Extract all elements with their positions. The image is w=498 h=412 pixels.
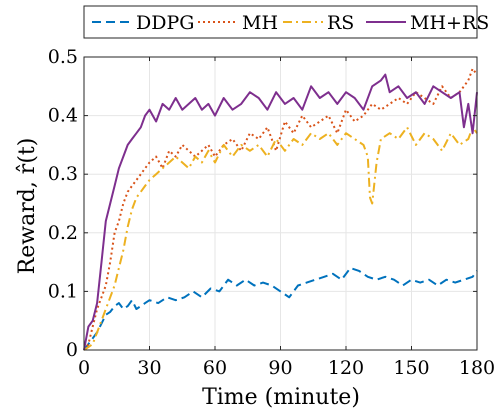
y-tick-label: 0.4	[48, 105, 78, 127]
y-tick-label: 0.3	[48, 163, 78, 185]
series-lines	[83, 67, 478, 351]
x-tick-label: 90	[268, 357, 292, 379]
x-tick-label: 180	[459, 357, 495, 379]
legend-label: DDPG	[136, 12, 194, 34]
y-axis-label: Reward, r̂(t)	[15, 138, 40, 275]
x-axis-label: Time (minute)	[202, 385, 360, 410]
axis-ticks: 0 30 60 90 120 150 180 0 0.1 0.2 0.3 0.4 0.5	[48, 46, 495, 379]
grid-lines	[83, 56, 478, 351]
y-tick-label: 0	[66, 339, 78, 361]
legend-label: RS	[327, 12, 354, 34]
series-line-ddpg	[83, 267, 478, 351]
x-tick-label: 30	[137, 357, 161, 379]
legend: DDPG MH RS MH+RS	[83, 5, 489, 39]
x-tick-label: 120	[328, 357, 364, 379]
x-tick-label: 150	[393, 357, 429, 379]
y-tick-label: 0.2	[48, 222, 78, 244]
x-tick-label: 60	[203, 357, 227, 379]
y-tick-label: 0.1	[48, 280, 78, 302]
series-line-rs	[83, 126, 478, 351]
legend-label: MH+RS	[410, 12, 489, 34]
series-line-mh	[83, 67, 478, 351]
x-tick-label: 0	[78, 357, 90, 379]
legend-box	[83, 5, 478, 39]
legend-label: MH	[242, 12, 278, 34]
y-tick-label: 0.5	[48, 46, 78, 68]
series-line-mh-rs	[83, 73, 478, 351]
